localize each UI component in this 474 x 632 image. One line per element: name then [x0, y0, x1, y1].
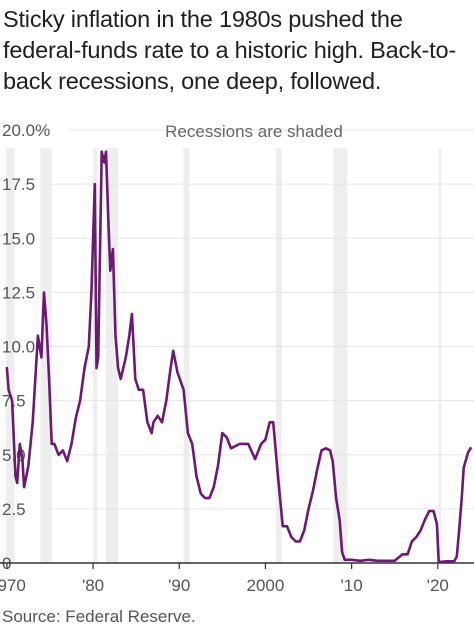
recession-band [40, 148, 52, 563]
y-tick-label: 17.5 [2, 175, 35, 194]
recession-band [6, 148, 15, 563]
y-tick-label: 7.5 [2, 392, 26, 411]
gridlines [48, 129, 474, 510]
x-tick-label: 2000 [247, 576, 285, 595]
y-tick-label: 10.0 [2, 338, 35, 357]
x-tick-label: '20 [427, 576, 449, 595]
chart-title: Sticky inflation in the 1980s pushed the… [3, 6, 456, 94]
y-tick-label: 15.0 [2, 229, 35, 248]
recession-note: Recessions are shaded [165, 122, 343, 141]
recession-band [438, 148, 442, 563]
x-axis: 1970 '80 '90 2000 '10 '20 [0, 562, 474, 595]
recession-band [333, 148, 348, 563]
series [5, 150, 472, 564]
recession-bands [6, 148, 442, 563]
source-note: Source: Federal Reserve. [2, 607, 196, 626]
x-tick-label: '80 [82, 576, 104, 595]
recession-band [183, 148, 190, 563]
y-tick-label: 2.5 [2, 500, 26, 519]
series-line [5, 150, 472, 564]
recession-band [275, 148, 282, 563]
y-tick-label: 20.0% [2, 121, 50, 140]
x-tick-label: '10 [341, 576, 363, 595]
x-tick-label: '90 [168, 576, 190, 595]
y-tick-label: 12.5 [2, 283, 35, 302]
x-tick-label: 1970 [0, 576, 26, 595]
